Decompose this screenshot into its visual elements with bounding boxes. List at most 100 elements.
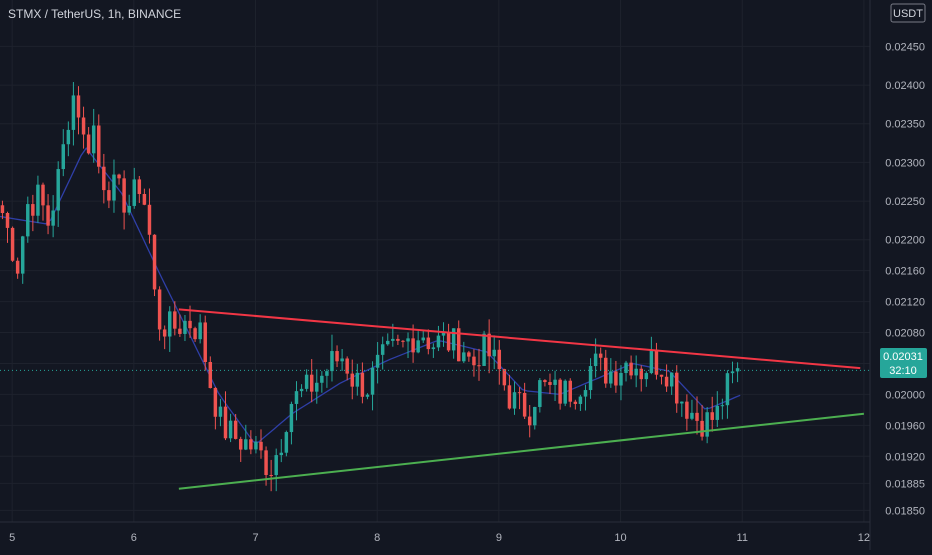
candle-body	[406, 338, 410, 342]
candle-body	[558, 379, 562, 404]
candle-body	[568, 380, 573, 402]
unit-label-text: USDT	[893, 8, 923, 20]
candle-body	[563, 380, 567, 404]
candle-body	[279, 452, 284, 456]
candle-body	[238, 438, 243, 450]
x-tick-label: 9	[496, 532, 502, 544]
candle-body	[462, 352, 466, 362]
candle-body	[20, 236, 25, 274]
price-axis-unit-label[interactable]: USDT	[890, 3, 926, 23]
candle-body	[183, 320, 187, 334]
candle-body	[375, 354, 380, 368]
candle-body	[401, 340, 405, 342]
resistance-trendline[interactable]	[178, 308, 861, 370]
y-tick-label: 0.01850	[885, 505, 925, 517]
candle-body	[335, 351, 339, 362]
candle-body	[188, 320, 192, 329]
candle-body	[132, 179, 136, 206]
candle-body	[76, 95, 81, 118]
candle-body	[664, 376, 669, 387]
candle-body	[639, 368, 643, 380]
y-tick-label: 0.02080	[885, 328, 925, 340]
price-axis[interactable]: 0.02450 0.02400 0.02350 0.02300 0.02250 0.022…	[885, 41, 925, 517]
candle-body	[614, 371, 618, 386]
candle-body	[472, 356, 476, 366]
candle-body	[168, 311, 172, 337]
y-tick-label: 0.02000	[885, 389, 925, 401]
candle-body	[15, 260, 20, 274]
candle-body	[91, 125, 96, 154]
candle-body	[609, 371, 613, 384]
time-axis[interactable]: 5 6 7 8 9 10 11 12	[9, 532, 870, 544]
candle-body	[213, 388, 218, 417]
candle-body	[421, 337, 425, 341]
current-price-value: 0.02031	[883, 351, 923, 363]
candle-body	[497, 349, 502, 370]
candle-body	[289, 403, 294, 433]
candle-body	[31, 204, 35, 216]
candle-body	[533, 406, 537, 426]
candle-body	[644, 373, 649, 380]
candle-body	[416, 340, 420, 353]
candle-body	[56, 169, 60, 211]
candle-body	[178, 328, 182, 334]
countdown-timer: 32:10	[889, 365, 917, 377]
candle-body	[117, 174, 121, 179]
y-tick-label: 0.02200	[885, 235, 925, 247]
candle-body	[502, 369, 507, 386]
candle-body	[735, 368, 740, 372]
candle-body	[583, 390, 588, 397]
x-tick-label: 11	[737, 532, 748, 544]
candle-body	[274, 455, 278, 476]
candles-layer	[0, 82, 740, 492]
candle-body	[685, 401, 689, 419]
y-tick-label: 0.01920	[885, 451, 925, 463]
current-price-badge-bg	[880, 348, 927, 378]
candle-body	[223, 406, 228, 439]
candle-body	[690, 412, 694, 419]
candle-body	[218, 406, 223, 417]
candle-body	[264, 450, 268, 476]
candle-body	[51, 210, 55, 226]
candle-body	[5, 213, 10, 228]
candle-body	[492, 349, 496, 357]
candle-body	[193, 328, 197, 340]
symbol-title[interactable]: STMX / TetherUS, 1h, BINANCE	[8, 7, 182, 21]
candle-body	[446, 332, 451, 351]
candle-body	[629, 362, 633, 376]
y-tick-label: 0.02350	[885, 119, 925, 131]
candle-body	[122, 178, 126, 213]
candle-body	[654, 349, 659, 375]
candle-body	[720, 405, 725, 407]
support-trendline[interactable]	[178, 412, 865, 490]
candle-body	[527, 416, 532, 426]
candle-body	[598, 353, 603, 358]
candle-body	[340, 358, 344, 362]
y-tick-label: 0.02400	[885, 80, 925, 92]
candle-body	[71, 95, 76, 130]
candle-body	[649, 349, 654, 374]
candle-body	[46, 205, 50, 226]
candle-body	[304, 374, 309, 389]
candle-body	[269, 475, 273, 477]
candle-body	[674, 372, 679, 404]
candle-body	[102, 166, 106, 191]
candle-body	[147, 204, 152, 235]
candle-body	[330, 351, 334, 372]
candle-body	[365, 394, 370, 397]
unit-badge-frame	[890, 3, 926, 23]
candle-body	[451, 328, 456, 351]
candle-body	[41, 184, 45, 206]
candle-body	[112, 174, 116, 201]
candle-body	[173, 311, 177, 329]
candle-body	[396, 338, 400, 341]
candle-body	[97, 125, 101, 167]
candle-body	[725, 373, 730, 406]
y-tick-label: 0.02450	[885, 41, 925, 53]
candle-body	[705, 412, 709, 437]
candle-body	[66, 129, 71, 145]
candle-body	[512, 392, 517, 409]
candle-body	[482, 333, 486, 366]
